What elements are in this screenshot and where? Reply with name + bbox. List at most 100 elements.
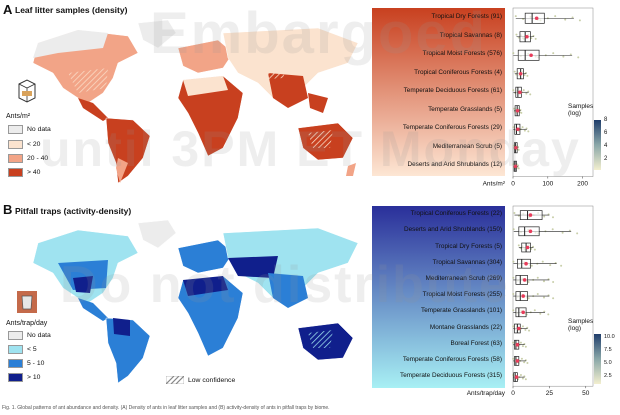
biome-name: Mediterranean Scrub <box>432 142 495 150</box>
data-point <box>525 92 528 95</box>
legend-a-item: 20 - 40 <box>8 154 48 163</box>
x-tick-label: 100 <box>542 181 553 188</box>
legend-swatch <box>8 331 23 340</box>
biome-label: Deserts and Arid Shrublands (150) <box>404 226 505 233</box>
mean-point <box>515 342 520 347</box>
mean-point <box>522 278 527 282</box>
biome-label: Montane Grasslands (22) <box>430 324 505 331</box>
x-tick-label: 0 <box>511 390 515 397</box>
biome-sample-count: (315) <box>487 372 502 380</box>
mean-point <box>521 294 525 298</box>
legend-b-item: No data <box>8 331 51 340</box>
samples-tick: 5.0 <box>604 360 612 366</box>
samples-tick: 8 <box>604 117 608 123</box>
data-point <box>543 215 546 218</box>
panel-a-letter: A <box>3 2 13 17</box>
data-point <box>512 89 515 92</box>
world-map-density <box>32 19 359 184</box>
mean-point <box>518 71 523 76</box>
x-axis-label: Ants/trap/day <box>467 390 506 397</box>
data-point <box>513 107 516 110</box>
biome-name: Tropical Moist Forests <box>422 291 488 299</box>
legend-swatch <box>8 168 23 177</box>
mean-point <box>525 245 530 250</box>
mean-point <box>518 90 522 95</box>
biome-sample-count: (22) <box>490 210 502 218</box>
data-point <box>523 129 526 132</box>
legend-swatch <box>8 125 23 134</box>
legend-swatch <box>8 154 23 163</box>
biome-sample-count: (5) <box>494 142 502 150</box>
data-point <box>512 260 515 263</box>
biome-label: Temperate Coniferous Forests (29) <box>403 124 505 131</box>
legend-b-item: < 5 <box>8 345 37 354</box>
data-point <box>517 148 520 151</box>
biome-sample-count: (29) <box>490 124 502 132</box>
biome-name: Tropical Dry Forests <box>435 242 495 250</box>
data-point <box>527 281 530 283</box>
x-tick-label: 25 <box>546 390 554 397</box>
legend-label: No data <box>27 332 51 339</box>
low-confidence-label: Low confidence <box>188 376 236 384</box>
data-point <box>519 341 522 344</box>
biome-name: Tropical Moist Forests <box>422 50 488 58</box>
data-point <box>519 374 522 376</box>
biome-name: Temperate Deciduous Forests <box>403 87 491 95</box>
biome-name: Deserts and Arid Shrublands <box>403 226 488 234</box>
mean-point <box>521 310 525 315</box>
data-point <box>539 312 542 315</box>
data-point <box>512 276 515 279</box>
data-point <box>523 361 526 364</box>
data-point <box>520 111 523 114</box>
biome-sample-count: (5) <box>494 105 502 113</box>
biome-label: Temperate Deciduous Forests (315) <box>400 372 505 379</box>
x-axis-label: Ants/m² <box>483 181 506 188</box>
biome-labels-b: Tropical Coniferous Forests (22) Deserts … <box>372 206 505 388</box>
biome-label: Tropical Moist Forests (576) <box>423 50 505 57</box>
biome-name: Tropical Savannas <box>432 258 488 266</box>
data-point <box>530 37 533 40</box>
biome-label: Tropical Coniferous Forests (4) <box>414 69 505 76</box>
data-point <box>552 52 555 55</box>
data-point <box>523 74 526 77</box>
biome-sample-count: (5) <box>494 242 502 250</box>
panel-b-letter: B <box>3 202 13 217</box>
data-point <box>534 37 537 40</box>
data-point <box>562 55 565 58</box>
biome-label: Temperate Grasslands (5) <box>428 106 505 113</box>
biome-sample-count: (12) <box>490 161 502 169</box>
data-point <box>512 341 515 344</box>
legend-swatch <box>8 373 23 382</box>
data-point <box>526 362 529 364</box>
biome-label: Mediterranean Scrub (5) <box>433 143 505 150</box>
data-point <box>522 89 525 92</box>
legend-a-item: < 20 <box>8 140 40 149</box>
world-map-activity-density <box>32 219 359 384</box>
data-point <box>533 309 536 312</box>
low-confidence-legend: Low confidence <box>166 376 235 384</box>
biome-label: Temperate Coniferous Forests (58) <box>403 356 505 363</box>
data-point <box>524 345 527 348</box>
legend-swatch <box>8 359 23 368</box>
mean-point <box>517 326 521 331</box>
data-point <box>524 378 527 381</box>
data-point <box>564 18 567 21</box>
data-point <box>551 228 554 231</box>
data-point <box>521 345 524 348</box>
biome-name: Temperate Deciduous Forests <box>400 372 488 380</box>
biome-name: Mediterranean Scrub <box>425 274 488 282</box>
data-point <box>512 126 515 129</box>
biome-name: Temperate Grasslands <box>421 307 488 315</box>
data-point <box>529 93 532 96</box>
biome-label: Tropical Dry Forests (5) <box>435 243 505 250</box>
data-point <box>554 15 557 18</box>
data-point <box>527 297 530 300</box>
biome-label: Mediterranean Scrub (269) <box>426 275 505 282</box>
biome-label: Temperate Deciduous Forests (61) <box>404 87 505 94</box>
x-tick-label: 0 <box>511 181 515 188</box>
data-point <box>541 260 544 263</box>
biome-sample-count: (91) <box>490 13 502 21</box>
data-point <box>576 232 579 235</box>
data-point <box>521 325 524 328</box>
biome-name: Montane Grasslands <box>429 323 491 331</box>
